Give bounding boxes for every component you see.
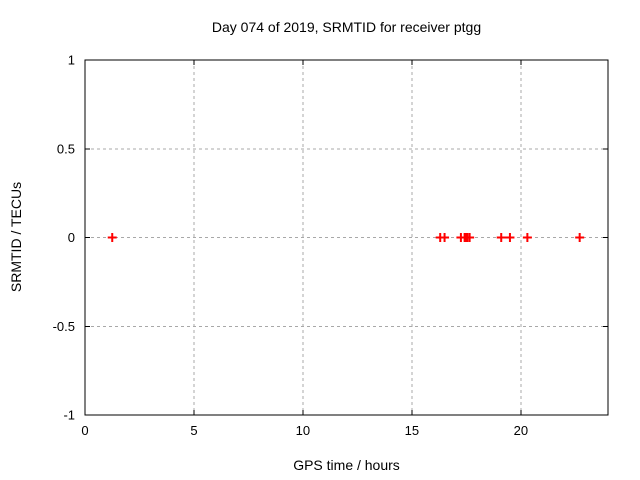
y-tick-label: -0.5	[53, 319, 75, 334]
x-tick-label: 0	[81, 423, 88, 438]
x-tick-label: 15	[405, 423, 419, 438]
data-point-marker	[440, 233, 450, 242]
data-point-marker	[107, 233, 117, 242]
y-tick-label: 0	[68, 230, 75, 245]
y-tick-label: -1	[63, 408, 75, 423]
data-point-marker	[575, 233, 585, 242]
y-tick-label: 0.5	[57, 141, 75, 156]
x-tick-label: 10	[296, 423, 310, 438]
data-point-marker	[522, 233, 532, 242]
y-tick-label: 1	[68, 53, 75, 68]
data-point-marker	[496, 233, 506, 242]
chart-title: Day 074 of 2019, SRMTID for receiver ptg…	[211, 19, 482, 35]
data-point-marker	[465, 233, 475, 242]
x-tick-label: 5	[190, 423, 197, 438]
data-point-marker	[505, 233, 515, 242]
x-axis-label: GPS time / hours	[293, 457, 400, 473]
x-tick-label: 20	[514, 423, 528, 438]
